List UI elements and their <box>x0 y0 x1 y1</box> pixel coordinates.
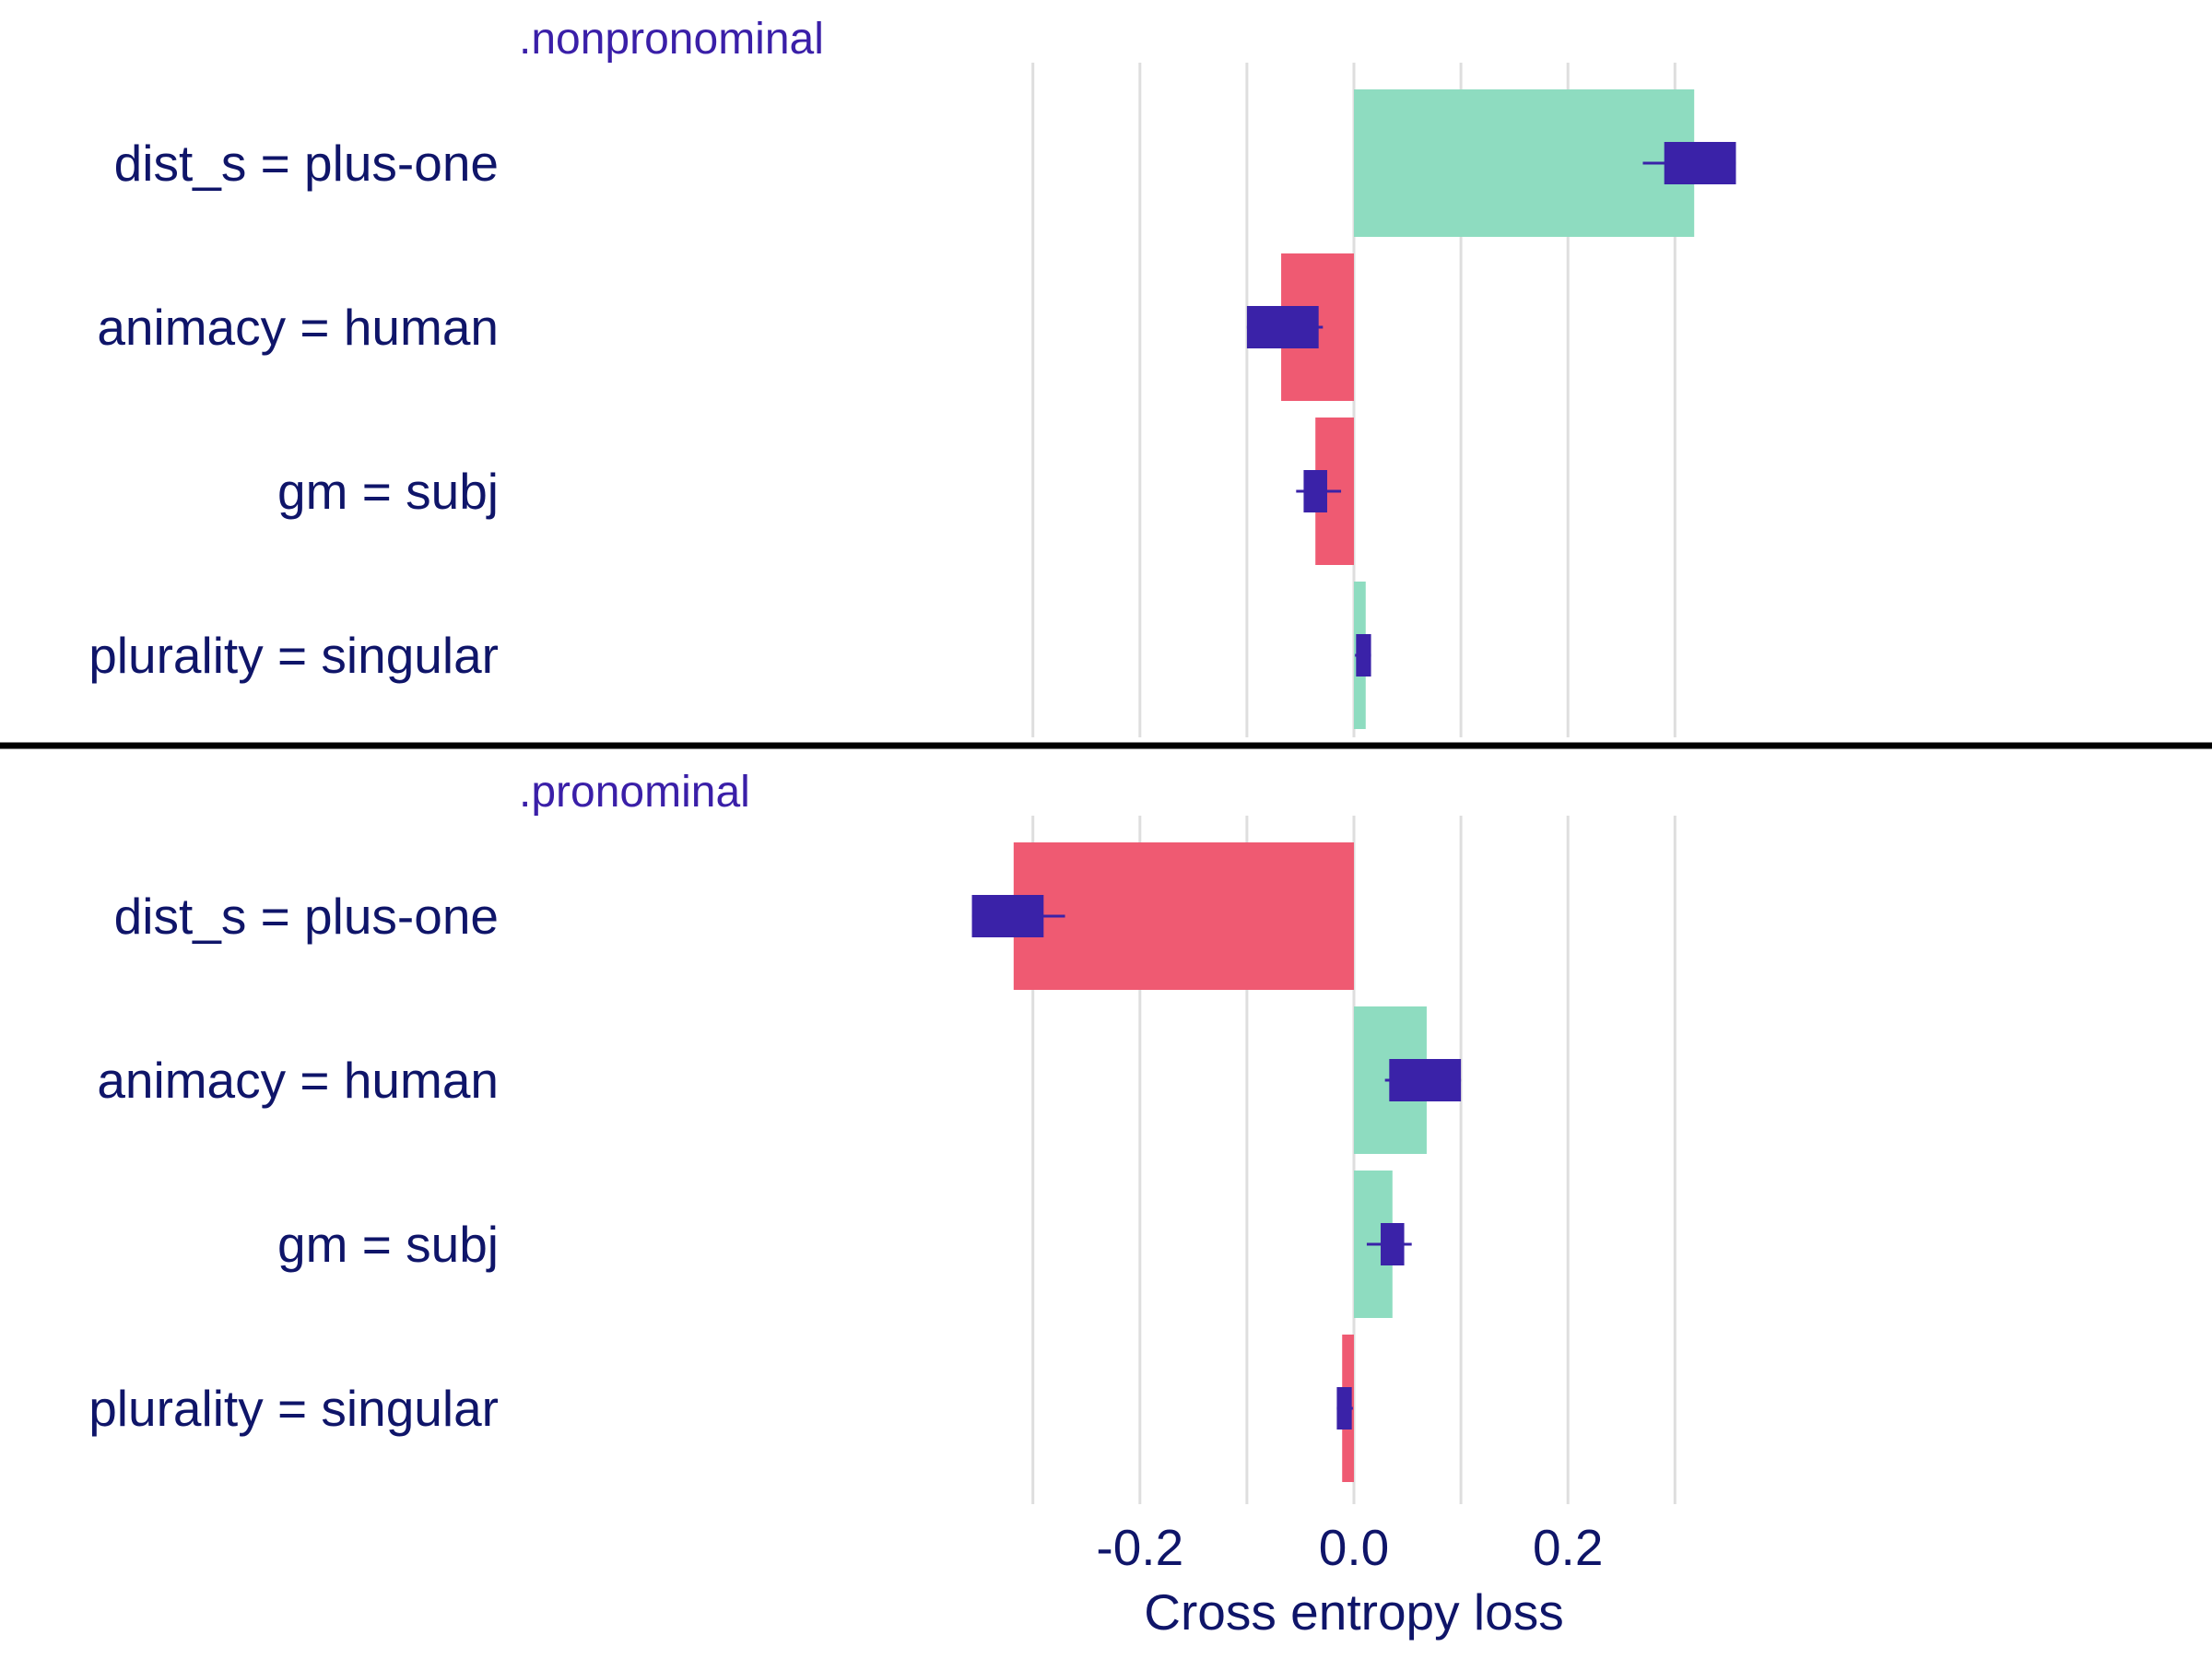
category-label-0-3: plurality = singular <box>88 627 499 684</box>
category-label-0-2: gm = subj <box>277 463 499 520</box>
bar-1-0 <box>1013 842 1354 990</box>
x-axis-title: Cross entropy loss <box>1144 1583 1563 1641</box>
bar-0-0 <box>1354 89 1695 237</box>
x-tick-label-0: -0.2 <box>1096 1519 1183 1576</box>
box-1-0 <box>971 895 1044 937</box>
x-tick-label-2: 0.2 <box>1533 1519 1603 1576</box>
panel-title-0: .nonpronominal <box>519 15 824 64</box>
category-label-1-2: gm = subj <box>277 1216 499 1273</box>
box-1-2 <box>1381 1223 1405 1265</box>
bars <box>1013 89 1695 1482</box>
box-0-1 <box>1246 306 1319 348</box>
category-label-1-0: dist_s = plus-one <box>114 888 499 945</box>
category-label-0-0: dist_s = plus-one <box>114 135 499 192</box>
x-axis: -0.2 0.0 0.2 <box>1096 1519 1603 1576</box>
box-1-1 <box>1389 1059 1462 1101</box>
box-0-0 <box>1664 142 1736 184</box>
box-1-3 <box>1336 1387 1352 1430</box>
x-tick-label-1: 0.0 <box>1319 1519 1389 1576</box>
category-label-1-1: animacy = human <box>97 1052 499 1109</box>
boxplots <box>971 142 1736 1430</box>
box-0-3 <box>1356 634 1371 677</box>
category-labels: dist_s = plus-one animacy = human gm = sub… <box>88 135 499 1437</box>
panel-titles: .nonpronominal .pronominal <box>519 15 824 817</box>
panel-title-1: .pronominal <box>519 768 750 817</box>
category-label-1-3: plurality = singular <box>88 1380 499 1437</box>
box-0-2 <box>1303 470 1327 512</box>
category-label-0-1: animacy = human <box>97 299 499 356</box>
